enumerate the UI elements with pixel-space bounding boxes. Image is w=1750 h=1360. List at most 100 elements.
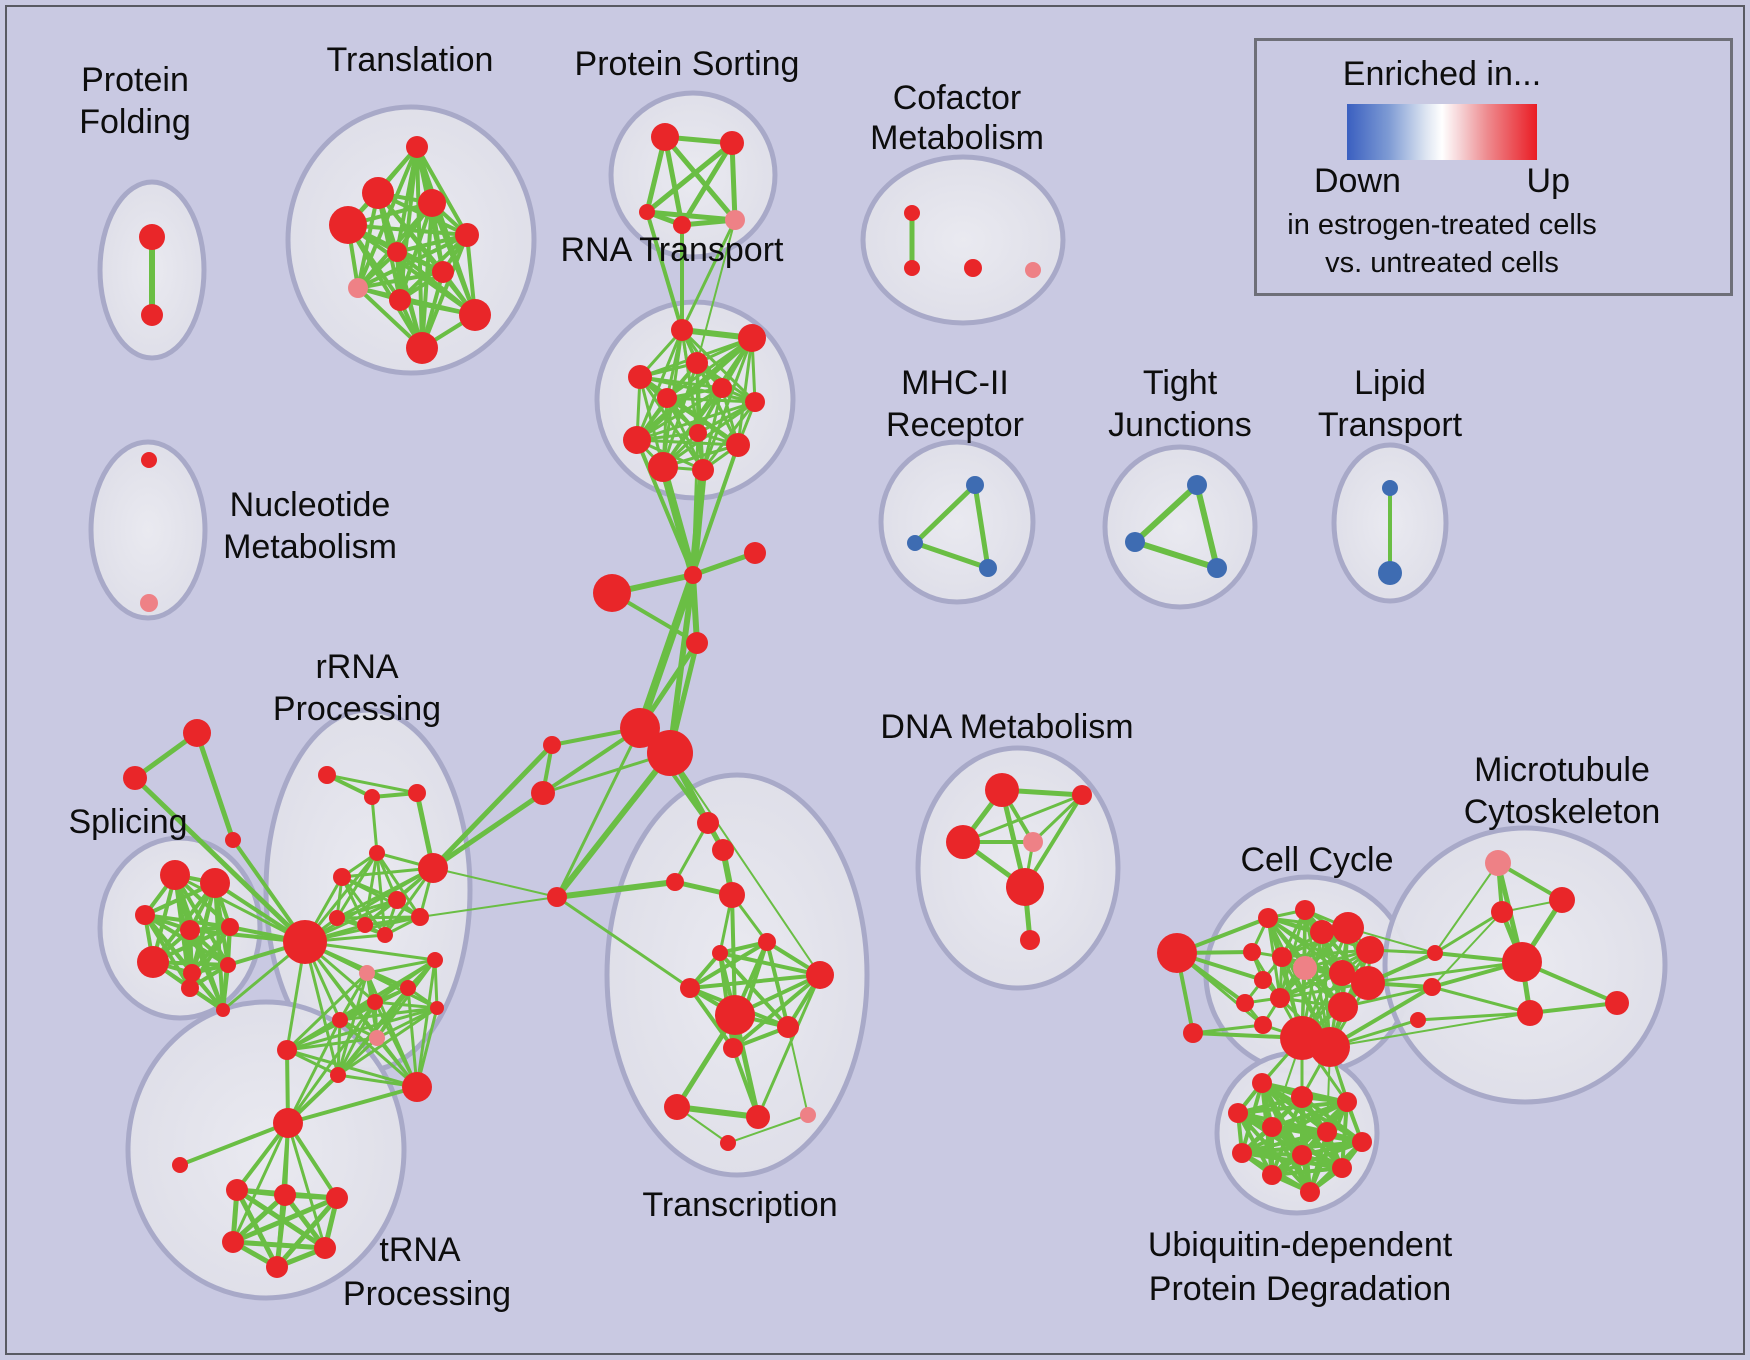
edge-dm2-dm4	[1031, 793, 1084, 844]
node-cc3	[1258, 908, 1278, 928]
edge-rt9-rt10	[635, 438, 740, 447]
node-tr6	[387, 242, 407, 262]
edge-tn1-tn6	[231, 1121, 290, 1244]
node-ov2	[1423, 978, 1441, 996]
edge-tx5-tx7	[718, 951, 822, 977]
node-tx7	[806, 961, 834, 989]
node-cc2	[1183, 1023, 1203, 1043]
edge-tx7-tx8	[688, 973, 822, 990]
edge-rr18-rr19	[285, 1018, 342, 1052]
edge-tn4-tn6	[230, 1192, 288, 1245]
edge-rr13-rr15	[365, 958, 437, 975]
edge-rt2-rt10	[736, 336, 754, 447]
node-ub3	[1337, 1092, 1357, 1112]
node-pf1	[139, 224, 165, 250]
node-ub4	[1228, 1103, 1248, 1123]
node-cn5	[620, 708, 660, 748]
node-rr13	[359, 965, 375, 981]
edge-ps1-ps5	[662, 134, 738, 223]
node-rr18	[332, 1012, 348, 1028]
node-tx6	[758, 933, 776, 951]
node-nm1	[141, 452, 157, 468]
cluster-label: Metabolism	[223, 528, 397, 566]
edge-rr16-rr17	[373, 1000, 439, 1010]
edge-ps2-ps4	[679, 140, 735, 228]
node-ps4	[673, 216, 691, 234]
node-tn6	[222, 1231, 244, 1253]
cluster-label: Translation	[327, 41, 494, 79]
edge-rr16-rr22	[336, 1006, 439, 1077]
group-ellipse-cofactor-metabolism	[860, 154, 1066, 326]
edge-rr16-rr18	[338, 1006, 439, 1022]
node-rr22	[330, 1067, 346, 1083]
edge-rr8-rr12	[335, 915, 422, 920]
cluster-label: Protein	[81, 61, 189, 99]
node-tx8	[680, 978, 700, 998]
node-tx4	[719, 882, 745, 908]
legend-gradient-bar	[1347, 104, 1537, 160]
edge-rr15-rr22	[336, 958, 437, 1077]
edge-tr4-tr11	[346, 223, 424, 350]
edge-rt11-cn1	[659, 463, 697, 579]
legend-title: Enriched in...	[1342, 55, 1542, 93]
cluster-label: Transcription	[642, 1186, 837, 1224]
node-tx14	[800, 1107, 816, 1123]
edge-rr18-rr22	[336, 1018, 342, 1077]
node-ub7	[1352, 1132, 1372, 1152]
edge-st2-rr11	[132, 775, 308, 945]
node-ub1	[1252, 1073, 1272, 1093]
node-ub2	[1291, 1086, 1313, 1108]
edge-cn9-cn5	[555, 726, 642, 899]
node-rr9	[357, 917, 373, 933]
node-tx1	[697, 812, 719, 834]
node-cm3	[964, 259, 982, 277]
node-ps5	[725, 210, 745, 230]
node-cm2	[904, 260, 920, 276]
node-tx3	[666, 873, 684, 891]
node-ps1	[651, 123, 679, 151]
edge-sp3-sp8	[143, 913, 230, 967]
edge-tn5-tn6	[230, 1195, 340, 1245]
cluster-label: Metabolism	[870, 119, 1044, 157]
edge-rt9-cn1	[635, 438, 695, 577]
edge-ps3-rt1	[645, 210, 684, 332]
cluster-label: Lipid	[1354, 364, 1426, 402]
edge-rt5-rt7	[665, 396, 757, 404]
node-cn8	[531, 781, 555, 805]
node-cn2	[744, 542, 766, 564]
node-sp3	[135, 905, 155, 925]
node-rt10	[726, 433, 750, 457]
node-cc10	[1293, 956, 1317, 980]
edge-rr6-cn7	[430, 742, 555, 871]
node-tn7	[266, 1256, 288, 1278]
edge-ps3-ps5	[644, 209, 738, 223]
edge-tr5-tr8	[356, 233, 469, 290]
node-cc17	[1328, 992, 1358, 1022]
cluster-label: Cell Cycle	[1240, 841, 1393, 879]
node-ub6	[1317, 1122, 1337, 1142]
edge-ov1-mt3	[1433, 910, 1504, 955]
edge-rr13-rr19	[285, 971, 369, 1052]
node-rr12	[329, 910, 345, 926]
node-ub8	[1232, 1143, 1252, 1163]
cluster-label: MHC-II	[901, 364, 1009, 402]
node-mh2	[907, 535, 923, 551]
node-tn3	[226, 1179, 248, 1201]
edge-tn1-tn8	[286, 1121, 327, 1250]
edge-ps5-rt3	[696, 219, 736, 364]
node-rr4	[369, 845, 385, 861]
edge-mh1-mh3	[972, 482, 991, 571]
node-cc1	[1157, 933, 1197, 973]
node-rt4	[628, 365, 652, 389]
node-tj2	[1125, 532, 1145, 552]
node-cc7	[1356, 936, 1384, 964]
node-ub10	[1332, 1158, 1352, 1178]
edge-tr5-tr6	[395, 233, 469, 254]
edge-tj2-tj3	[1132, 539, 1220, 571]
cluster-label: Ubiquitin-dependent	[1148, 1226, 1453, 1264]
node-tx5	[712, 945, 728, 961]
edge-cn9-tx3	[554, 879, 678, 900]
edge-rt7-rt11	[661, 400, 757, 469]
node-cn7	[543, 736, 561, 754]
